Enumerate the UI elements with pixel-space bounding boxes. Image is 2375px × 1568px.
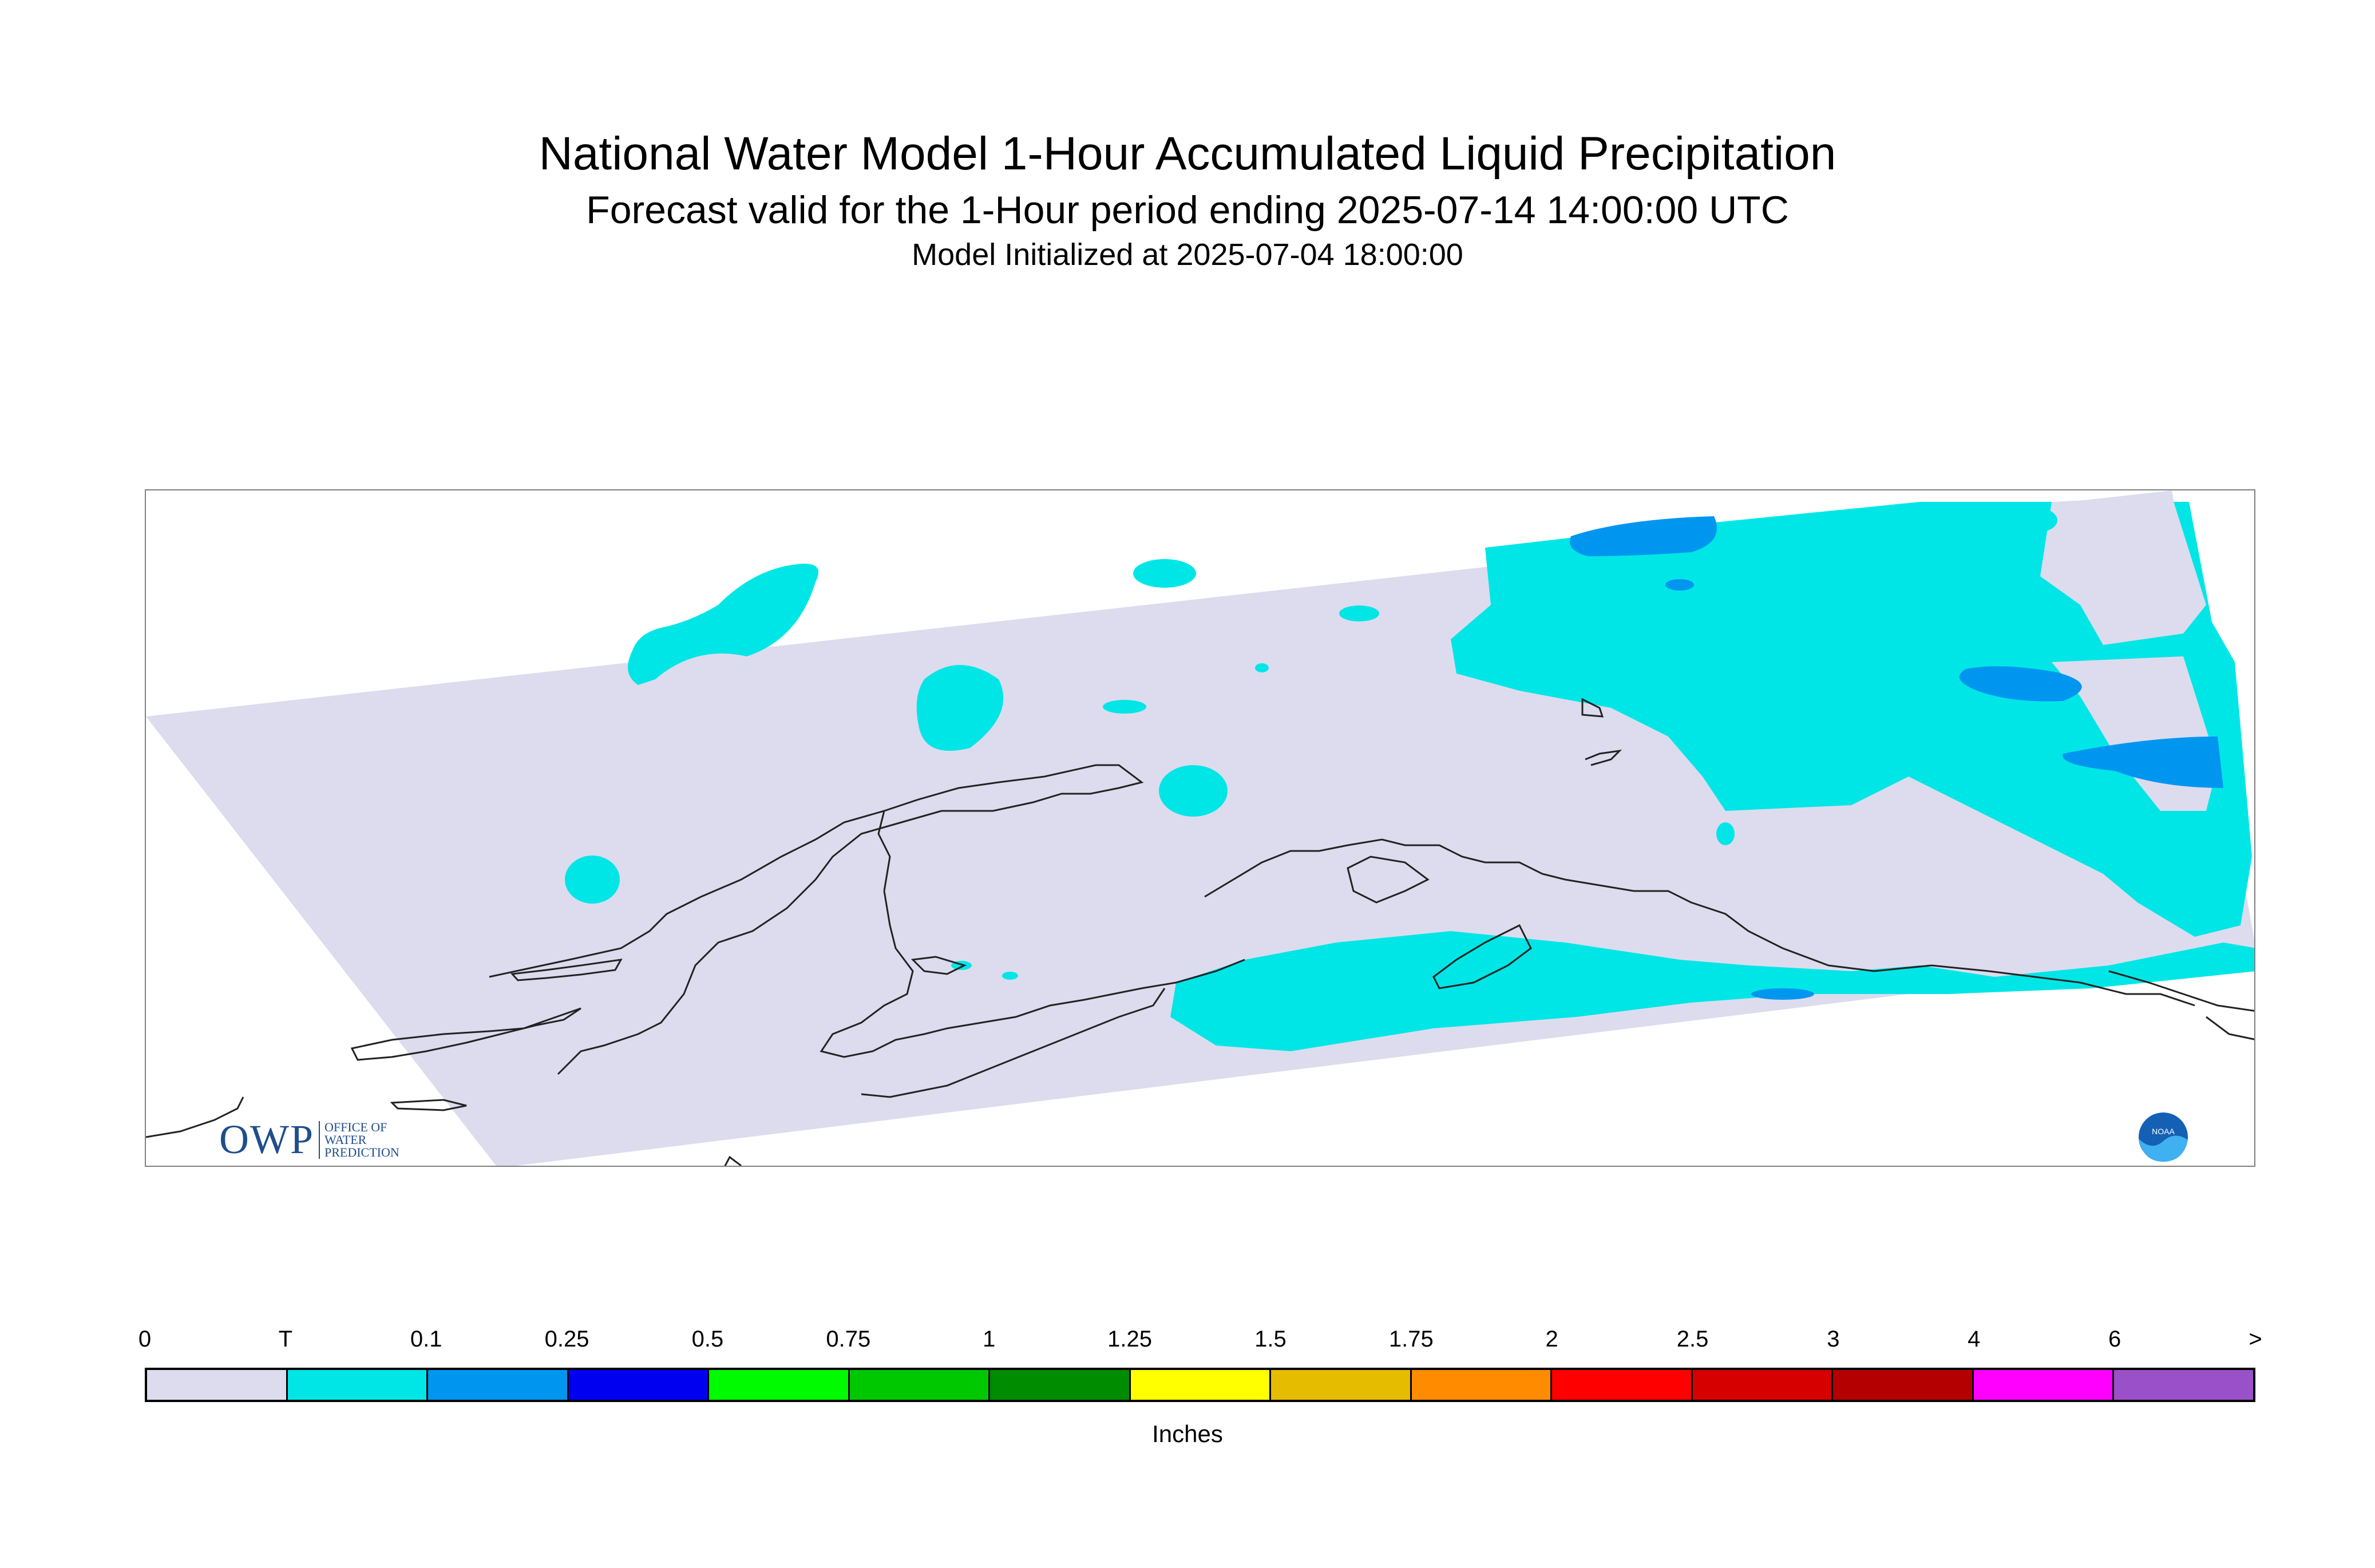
legend-tick-label: 2.5 xyxy=(1676,1327,1709,1352)
legend-swatch-4 xyxy=(709,1370,850,1400)
precip-light-5 xyxy=(1751,988,1814,1000)
coastline-peninsula xyxy=(861,988,1166,1098)
coastline-bristol xyxy=(820,890,1245,1058)
legend-swatch-7 xyxy=(1130,1370,1272,1400)
legend-swatch-8 xyxy=(1271,1370,1412,1400)
legend-unit-label: Inches xyxy=(1152,1420,1223,1447)
owp-logo: OWP OFFICE OF WATER PREDICTION xyxy=(219,1116,399,1163)
map-title: National Water Model 1-Hour Accumulated … xyxy=(539,128,1836,180)
legend-swatch-2 xyxy=(428,1370,569,1400)
owp-logo-line-2: WATER xyxy=(324,1132,367,1147)
legend-swatch-5 xyxy=(849,1370,991,1400)
coastline-island-3 xyxy=(911,956,967,975)
legend-tick-label: 1.5 xyxy=(1254,1327,1287,1352)
legend-tick-label: 0.1 xyxy=(410,1327,442,1352)
map-canvas xyxy=(146,490,2254,1166)
coastline-gulf xyxy=(1204,838,2195,1007)
legend-tick-label: > xyxy=(2249,1327,2262,1352)
coastline-kodiak xyxy=(1432,924,1532,989)
coastline-interior-river xyxy=(877,810,891,892)
precip-area-inner-gap xyxy=(2040,496,2206,645)
precip-light-3 xyxy=(2063,737,2223,788)
legend-tick-label: 3 xyxy=(1827,1327,1840,1352)
legend-swatch-12 xyxy=(1833,1370,1974,1400)
precip-area-w-11 xyxy=(1002,972,1018,980)
legend-swatch-1 xyxy=(287,1370,429,1400)
light-precip-areas xyxy=(1570,516,2223,1000)
coastline-se-islands xyxy=(2206,1016,2254,1040)
coastline-se xyxy=(2108,970,2254,1012)
coastline-ne-bit xyxy=(1585,749,1622,766)
coastline-island-2 xyxy=(350,1007,581,1061)
legend-tick-label: 2 xyxy=(1545,1327,1558,1352)
legend-tick-label: 1 xyxy=(983,1327,996,1352)
coastline-ne-island xyxy=(1581,698,1604,718)
precip-light-4 xyxy=(1665,579,1694,591)
owp-logo-line-1: OFFICE OF xyxy=(324,1119,387,1134)
coastline-island-4 xyxy=(146,1096,244,1138)
legend-tick-label: T xyxy=(278,1327,293,1352)
legend-swatch-6 xyxy=(990,1370,1131,1400)
precip-area-w-12 xyxy=(1255,663,1269,672)
legend-tick-label: 0.5 xyxy=(691,1327,724,1352)
precip-area-west-3 xyxy=(1159,765,1228,817)
forecast-valid-subtitle: Forecast valid for the 1-Hour period end… xyxy=(586,188,1789,232)
precip-area-south-coast xyxy=(1170,931,2254,1051)
coastline-island-1 xyxy=(510,959,623,981)
legend-tick-labels: 0 T 0.1 0.25 0.5 0.75 1 1.25 1.5 1.75 2 2.5 3 4 6 > xyxy=(138,1327,2262,1355)
legend-tick-label: 4 xyxy=(1968,1327,1981,1352)
precip-area-west-5 xyxy=(1133,559,1196,588)
precip-area-west-7 xyxy=(1339,605,1379,621)
legend-color-bar xyxy=(145,1368,2255,1402)
precip-light-1 xyxy=(1570,516,1717,556)
precip-area-west-6 xyxy=(1103,700,1146,714)
precip-area-ne xyxy=(1451,502,2252,937)
precipitation-map xyxy=(145,489,2255,1167)
legend-swatch-14 xyxy=(2114,1370,2253,1400)
noaa-logo-icon: NOAA xyxy=(2139,1112,2188,1162)
legend-swatch-9 xyxy=(1411,1370,1553,1400)
legend-tick-label: 0 xyxy=(138,1327,152,1352)
legend-swatch-3 xyxy=(568,1370,710,1400)
noaa-logo-text: NOAA xyxy=(2152,1127,2175,1136)
legend-tick-label: 1.25 xyxy=(1107,1327,1152,1352)
legend-tick-label: 6 xyxy=(2108,1327,2121,1352)
legend-swatch-10 xyxy=(1552,1370,1693,1400)
legend-tick-label: 1.75 xyxy=(1388,1327,1434,1352)
precip-light-2 xyxy=(1959,666,2082,702)
owp-logo-mark: OWP xyxy=(219,1116,314,1162)
coastline-mainland-west xyxy=(489,764,1144,1075)
precip-area-west-1 xyxy=(628,564,818,685)
legend-swatch-11 xyxy=(1692,1370,1834,1400)
coastline xyxy=(146,698,2254,1166)
precip-area-west-4 xyxy=(565,856,620,904)
noaa-logo: NOAA xyxy=(2138,1111,2189,1166)
model-init-subtitle: Model Initialized at 2025-07-04 18:00:00 xyxy=(912,237,1463,272)
coastline-island-5 xyxy=(390,1099,467,1111)
legend-tick-label: 0.75 xyxy=(826,1327,871,1352)
coastline-sound xyxy=(1347,856,1430,904)
legend-swatch-0 xyxy=(147,1370,288,1400)
coastline-island-6 xyxy=(724,1155,742,1166)
owp-logo-text: OFFICE OF WATER PREDICTION xyxy=(319,1119,399,1159)
legend-tick-label: 0.25 xyxy=(544,1327,589,1352)
precip-area-west-2 xyxy=(916,665,1004,751)
owp-logo-line-3: PREDICTION xyxy=(324,1145,399,1159)
legend-swatch-13 xyxy=(1973,1370,2115,1400)
precip-area-w-8 xyxy=(1716,822,1735,845)
precip-area-w-9 xyxy=(2023,509,2057,532)
